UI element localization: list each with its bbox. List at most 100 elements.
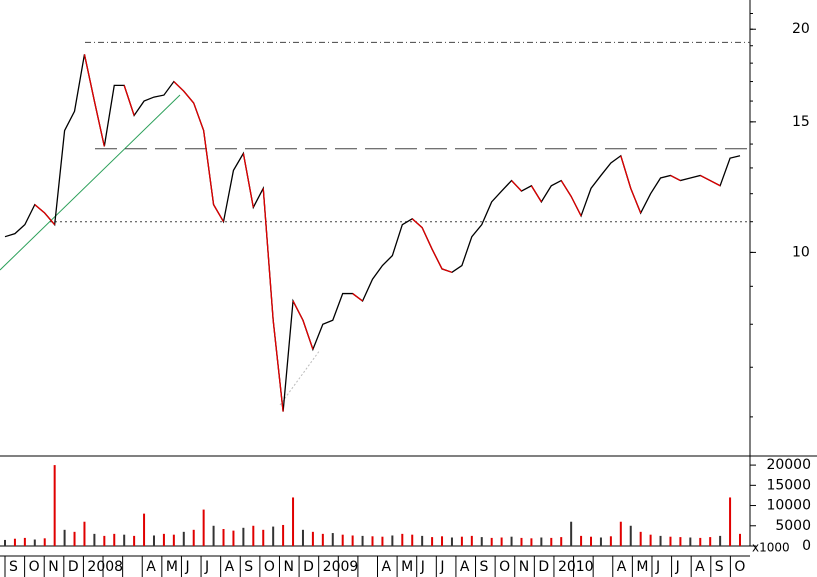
x-tick-label: S <box>244 559 253 575</box>
volume-bar <box>590 536 593 546</box>
x-tick-label: S <box>715 559 724 575</box>
volume-bar <box>113 533 116 546</box>
volume-bar <box>63 529 66 546</box>
volume-bar <box>540 537 543 546</box>
trend-line <box>0 94 181 271</box>
volume-bar <box>93 533 96 546</box>
volume-bar <box>4 539 6 546</box>
volume-bar <box>351 535 354 546</box>
volume-bar <box>133 535 136 546</box>
volume-bar <box>202 509 205 546</box>
volume-bar <box>73 531 76 546</box>
volume-bar <box>83 521 86 546</box>
x-tick-label: N <box>519 559 529 575</box>
x-tick-label: A <box>225 559 235 575</box>
y-tick-label: 15 <box>792 114 810 130</box>
volume-bar <box>232 530 235 546</box>
x-tick-label: 2010 <box>558 559 594 575</box>
x-tick-label: S <box>480 559 489 575</box>
volume-bar <box>669 536 672 546</box>
x-tick-label: A <box>617 559 627 575</box>
down-segment <box>352 293 363 302</box>
down-segment <box>93 100 105 147</box>
x-tick-label: O <box>264 559 275 575</box>
volume-bar <box>292 497 295 546</box>
x-tick-label: N <box>283 559 293 575</box>
volume-bar <box>321 533 324 546</box>
x-tick-label: J <box>184 559 189 575</box>
down-segment <box>193 102 205 131</box>
volume-bar <box>659 535 662 546</box>
volume-bar <box>182 531 185 546</box>
volume-bar <box>391 535 394 546</box>
x-tick-label: D <box>303 559 314 575</box>
volume-bar <box>192 529 195 546</box>
volume-bar <box>460 536 463 546</box>
volume-bar <box>311 531 314 546</box>
x-tick-label: D <box>68 559 79 575</box>
x-tick-label: A <box>695 559 705 575</box>
volume-bar <box>331 533 334 546</box>
volume-bar <box>699 537 702 546</box>
down-segment <box>203 130 215 205</box>
volume-bar <box>33 539 36 546</box>
x-tick-label: M <box>401 559 413 575</box>
volume-bar <box>709 537 712 546</box>
volume-bar <box>23 537 26 546</box>
volume-tick-label: 5000 <box>775 518 811 534</box>
volume-bar <box>242 527 245 546</box>
down-segment <box>699 174 711 182</box>
x-tick-label: J <box>439 559 444 575</box>
y-tick-label: 20 <box>792 21 810 37</box>
volume-bar <box>441 536 444 546</box>
down-segment <box>670 174 681 182</box>
volume-bar <box>450 537 453 546</box>
volume-bar <box>152 535 155 546</box>
volume-bar <box>411 534 414 546</box>
volume-bar <box>252 525 255 546</box>
volume-bar <box>371 536 374 546</box>
down-segment <box>421 227 433 250</box>
volume-bar <box>619 521 622 546</box>
volume-tick-label: 20000 <box>766 457 811 473</box>
volume-tick-label: 0 <box>802 538 811 554</box>
down-segment <box>44 212 56 226</box>
volume-unit: x1000 <box>752 541 790 555</box>
volume-bar <box>272 526 275 546</box>
down-segment <box>34 204 46 214</box>
volume-bar <box>301 529 304 546</box>
volume-bar <box>510 536 513 546</box>
down-segment <box>630 188 642 214</box>
volume-bar <box>689 537 692 546</box>
down-segment <box>560 180 572 197</box>
down-segment <box>262 188 274 321</box>
volume-bar <box>679 537 682 546</box>
volume-bar <box>500 537 503 546</box>
volume-bar <box>490 537 493 546</box>
volume-bar <box>53 465 56 546</box>
down-segment <box>620 155 632 189</box>
down-segment <box>242 153 254 208</box>
x-tick-label: M <box>166 559 178 575</box>
volume-bar <box>470 535 473 546</box>
volume-tick-label: 15000 <box>766 477 811 493</box>
down-segment <box>530 185 542 203</box>
volume-bar <box>282 524 285 546</box>
volume-bar <box>43 538 46 546</box>
volume-tick-label: 10000 <box>766 498 811 514</box>
volume-bar <box>480 537 483 546</box>
volume-bar <box>599 537 602 546</box>
volume-bar <box>361 535 364 546</box>
down-segment <box>431 248 443 270</box>
x-tick-label: A <box>460 559 470 575</box>
x-tick-label: M <box>636 559 648 575</box>
x-tick-label: J <box>420 559 425 575</box>
down-segment <box>302 320 314 350</box>
volume-bar <box>609 536 612 546</box>
x-tick-label: J <box>675 559 680 575</box>
volume-bar <box>262 529 265 546</box>
x-tick-label: 2008 <box>87 559 123 575</box>
down-segment <box>292 300 304 321</box>
volume-bar <box>143 513 146 546</box>
